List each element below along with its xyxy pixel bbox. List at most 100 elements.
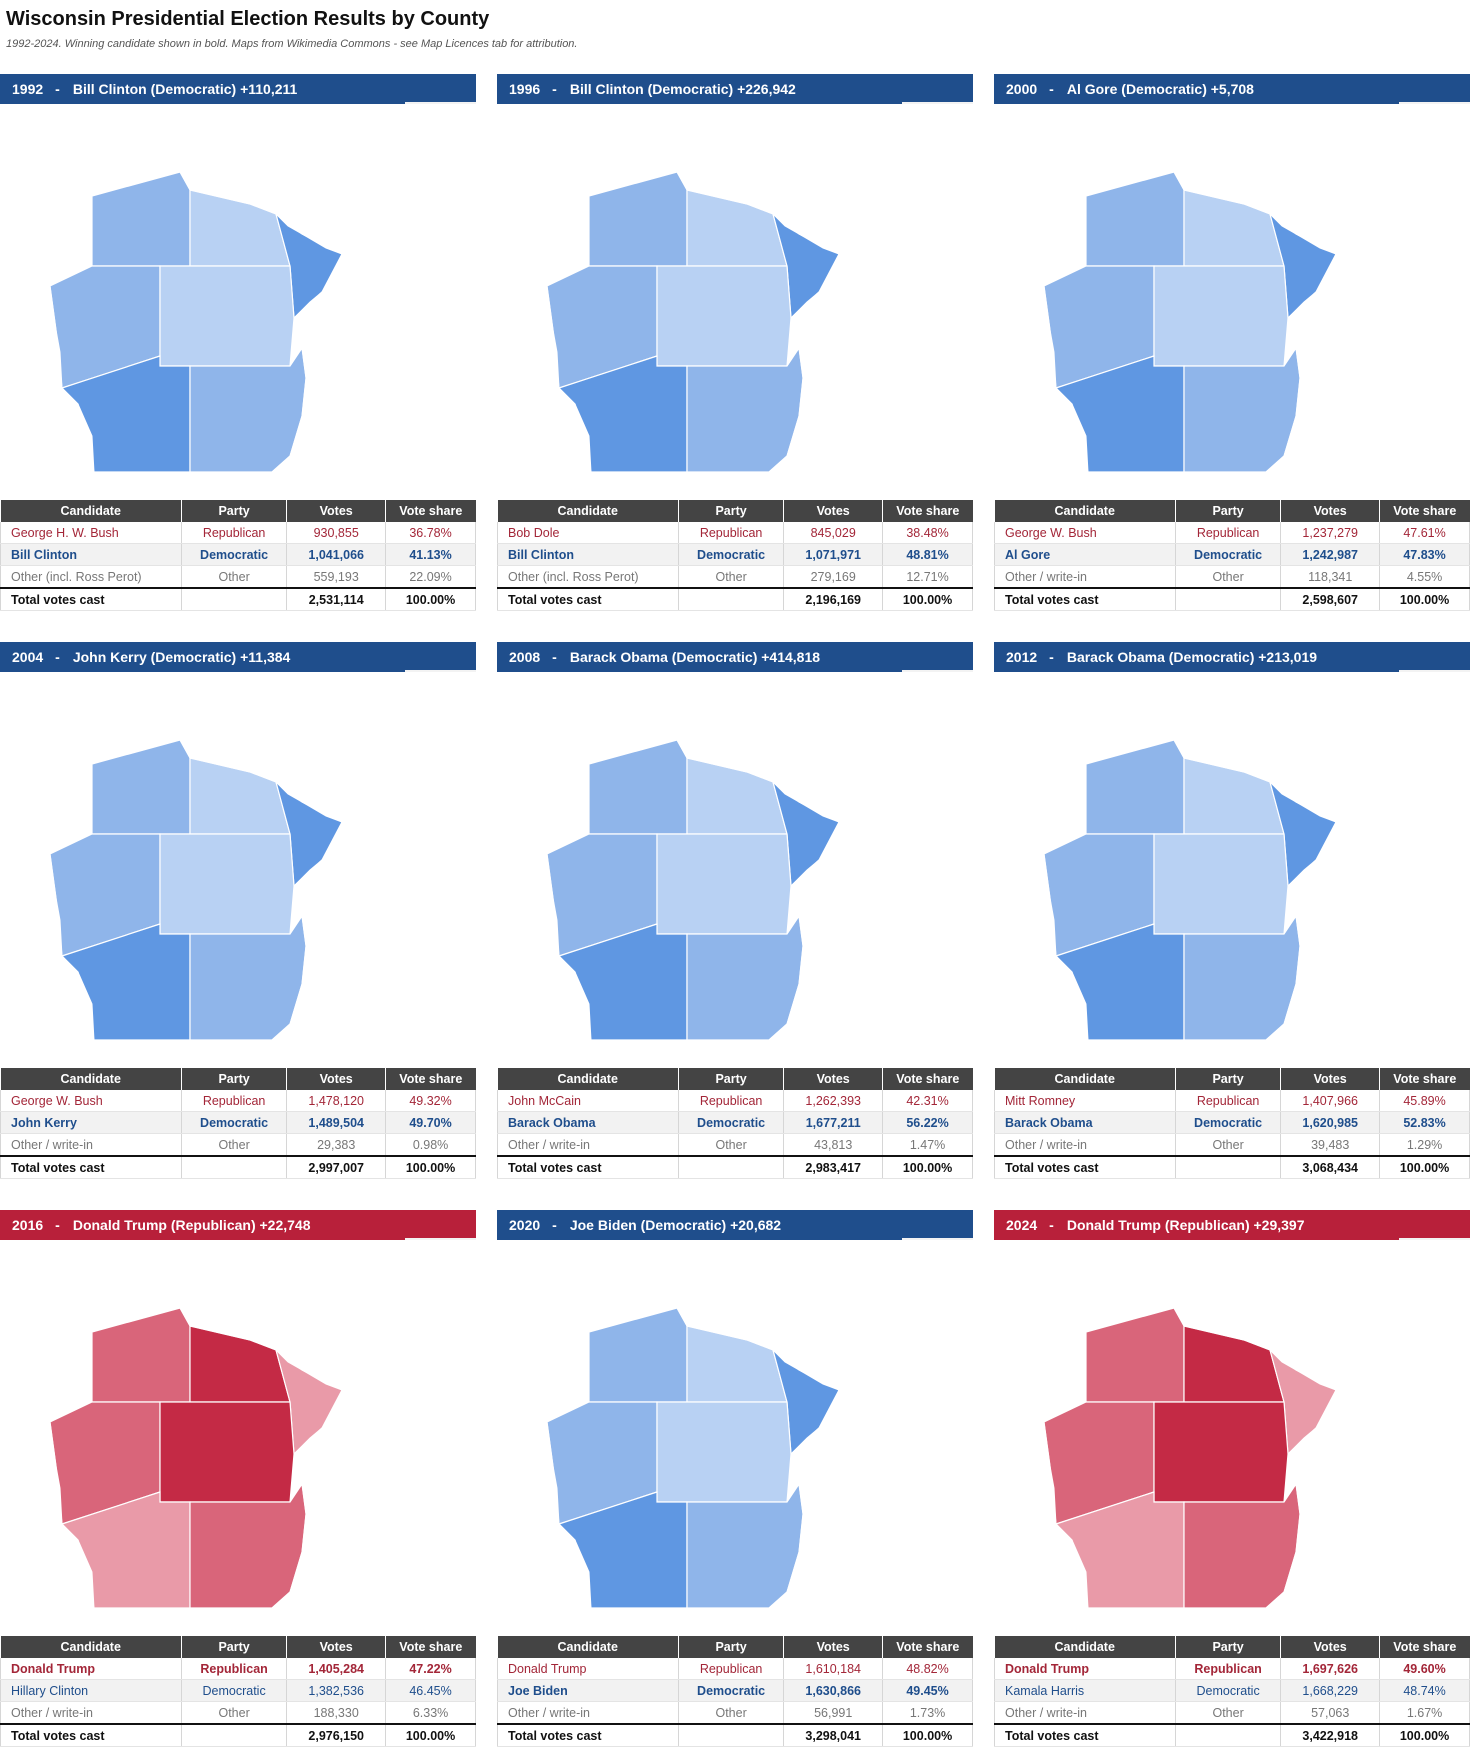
votes-cell: 930,855	[286, 522, 387, 544]
table-row: Donald Trump Republican 1,697,626 49.60%	[994, 1658, 1470, 1680]
votes-cell: 29,383	[286, 1133, 387, 1157]
panel-header: 2000- Al Gore (Democratic) +5,708	[994, 74, 1470, 104]
table-row: Donald Trump Republican 1,610,184 48.82%	[497, 1658, 973, 1680]
votes-cell: 1,071,971	[783, 543, 884, 566]
party-cell: Republican	[1175, 1090, 1282, 1112]
candidate-cell: Other (incl. Ross Perot)	[0, 565, 182, 589]
table-row: Other / write-in Other 57,063 1.67%	[994, 1701, 1470, 1725]
county-map	[1039, 1259, 1341, 1609]
party-cell	[1175, 587, 1282, 611]
share-cell: 42.31%	[882, 1090, 973, 1112]
election-panel: 1992- Bill Clinton (Democratic) +110,211 C…	[0, 74, 476, 614]
col-votes: Votes	[783, 1068, 884, 1090]
table-row: Other / write-in Other 43,813 1.47%	[497, 1133, 973, 1157]
col-votes: Votes	[783, 1636, 884, 1658]
col-party: Party	[181, 1068, 288, 1090]
header-separator: -	[1049, 649, 1054, 665]
share-cell: 56.22%	[882, 1111, 973, 1134]
candidate-cell: Other / write-in	[0, 1133, 182, 1157]
candidate-cell: Hillary Clinton	[0, 1679, 182, 1702]
election-panel: 2008- Barack Obama (Democratic) +414,818 C…	[497, 642, 973, 1182]
share-cell: 0.98%	[385, 1133, 476, 1157]
votes-cell: 279,169	[783, 565, 884, 589]
panel-header: 1992- Bill Clinton (Democratic) +110,211	[0, 74, 476, 104]
share-cell: 1.47%	[882, 1133, 973, 1157]
share-cell: 100.00%	[385, 1155, 476, 1179]
candidate-cell: Bob Dole	[497, 522, 679, 544]
col-party: Party	[678, 1636, 785, 1658]
results-table: Candidate Party Votes Vote share George W. B…	[994, 500, 1470, 611]
col-share: Vote share	[882, 1068, 973, 1090]
panel-headline: Bill Clinton (Democratic) +226,942	[569, 81, 796, 97]
share-cell: 48.74%	[1379, 1679, 1470, 1702]
party-cell	[678, 1155, 785, 1179]
table-header-row: Candidate Party Votes Vote share	[994, 1636, 1470, 1658]
votes-cell: 57,063	[1280, 1701, 1381, 1725]
votes-cell: 559,193	[286, 565, 387, 589]
candidate-cell: Other / write-in	[497, 1701, 679, 1725]
col-candidate: Candidate	[497, 500, 679, 522]
col-votes: Votes	[1280, 1068, 1381, 1090]
votes-cell: 188,330	[286, 1701, 387, 1725]
table-row: John McCain Republican 1,262,393 42.31%	[497, 1090, 973, 1112]
col-votes: Votes	[783, 500, 884, 522]
table-row: Hillary Clinton Democratic 1,382,536 46.45%	[0, 1679, 476, 1702]
panel-headline: Donald Trump (Republican) +22,748	[72, 1217, 311, 1233]
votes-cell: 845,029	[783, 522, 884, 544]
col-party: Party	[181, 1636, 288, 1658]
table-header-row: Candidate Party Votes Vote share	[0, 500, 476, 522]
col-party: Party	[1175, 1636, 1282, 1658]
table-header-row: Candidate Party Votes Vote share	[497, 500, 973, 522]
party-cell	[181, 1723, 288, 1747]
share-cell: 6.33%	[385, 1701, 476, 1725]
candidate-cell: Total votes cast	[994, 1155, 1176, 1179]
panel-year: 2012	[1006, 649, 1038, 665]
party-cell: Democratic	[678, 1111, 785, 1134]
votes-cell: 1,242,987	[1280, 543, 1381, 566]
table-header-row: Candidate Party Votes Vote share	[497, 1068, 973, 1090]
share-cell: 36.78%	[385, 522, 476, 544]
share-cell: 1.73%	[882, 1701, 973, 1725]
candidate-cell: Donald Trump	[497, 1658, 679, 1680]
party-cell	[181, 587, 288, 611]
table-row: Joe Biden Democratic 1,630,866 49.45%	[497, 1679, 973, 1702]
panel-header: 1996- Bill Clinton (Democratic) +226,942	[497, 74, 973, 104]
table-row: Barack Obama Democratic 1,677,211 56.22%	[497, 1111, 973, 1134]
results-table: Candidate Party Votes Vote share George W. B…	[0, 1068, 476, 1179]
party-cell: Democratic	[678, 1679, 785, 1702]
votes-cell: 1,630,866	[783, 1679, 884, 1702]
votes-cell: 1,677,211	[783, 1111, 884, 1134]
table-row: Other (incl. Ross Perot) Other 279,169 12.7…	[497, 565, 973, 589]
party-cell: Other	[678, 1133, 785, 1157]
share-cell: 100.00%	[882, 1723, 973, 1747]
party-cell: Democratic	[181, 1111, 288, 1134]
results-table: Candidate Party Votes Vote share John McCain…	[497, 1068, 973, 1179]
table-row: Bill Clinton Democratic 1,041,066 41.13%	[0, 543, 476, 566]
header-separator: -	[55, 81, 60, 97]
candidate-cell: Donald Trump	[0, 1658, 182, 1680]
votes-cell: 1,697,626	[1280, 1658, 1381, 1680]
election-panel: 2016- Donald Trump (Republican) +22,748 Ca…	[0, 1210, 476, 1750]
votes-cell: 3,068,434	[1280, 1155, 1381, 1179]
party-cell: Other	[678, 1701, 785, 1725]
panel-year: 1992	[12, 81, 44, 97]
county-map	[45, 1259, 347, 1609]
table-row: George W. Bush Republican 1,237,279 47.61%	[994, 522, 1470, 544]
panel-year: 2000	[1006, 81, 1038, 97]
table-row: Total votes cast 3,298,041 100.00%	[497, 1723, 973, 1747]
table-row: Total votes cast 3,068,434 100.00%	[994, 1155, 1470, 1179]
candidate-cell: George W. Bush	[994, 522, 1176, 544]
col-share: Vote share	[1379, 1636, 1470, 1658]
share-cell: 100.00%	[882, 587, 973, 611]
party-cell	[678, 1723, 785, 1747]
col-votes: Votes	[286, 1068, 387, 1090]
county-map	[45, 691, 347, 1041]
election-panel: 2020- Joe Biden (Democratic) +20,682 Candi…	[497, 1210, 973, 1750]
panel-year: 2008	[509, 649, 541, 665]
candidate-cell: Other / write-in	[994, 565, 1176, 589]
candidate-cell: Other / write-in	[497, 1133, 679, 1157]
candidate-cell: Other / write-in	[994, 1133, 1176, 1157]
header-separator: -	[1049, 1217, 1054, 1233]
votes-cell: 39,483	[1280, 1133, 1381, 1157]
panel-header: 2024- Donald Trump (Republican) +29,397	[994, 1210, 1470, 1240]
